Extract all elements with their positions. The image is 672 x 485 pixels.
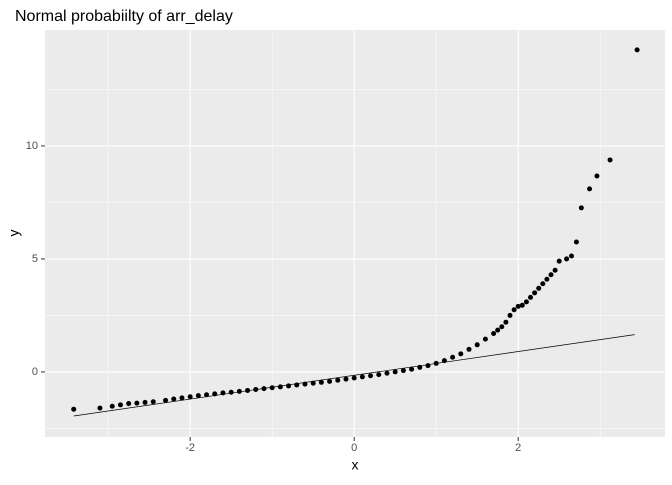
point (515, 303, 521, 309)
x-axis-label: x (352, 457, 359, 473)
point (187, 394, 193, 400)
point (327, 378, 333, 384)
point (474, 342, 480, 348)
point (310, 380, 316, 386)
point (376, 372, 382, 378)
point (335, 377, 341, 383)
y-tick-label: 0 (32, 366, 38, 378)
panel (45, 30, 665, 437)
point (409, 366, 415, 372)
point (150, 399, 156, 405)
point (495, 327, 501, 333)
y-axis-label: y (6, 230, 22, 237)
point (269, 385, 275, 391)
point (425, 363, 431, 369)
y-tick-label: 5 (32, 253, 38, 265)
point (569, 253, 575, 259)
point (536, 285, 542, 291)
point (228, 389, 234, 395)
point (179, 395, 185, 401)
point (573, 239, 579, 245)
reference-line (73, 334, 635, 417)
point (503, 319, 509, 325)
point (594, 173, 600, 179)
x-tick-label: 0 (351, 442, 357, 454)
point (384, 370, 390, 376)
point (540, 281, 546, 287)
point (204, 392, 210, 398)
point (544, 276, 550, 282)
point (117, 402, 123, 408)
chart-title: Normal probabiilty of arr_delay (15, 8, 233, 25)
point (634, 47, 640, 53)
point (318, 379, 324, 385)
y-tick-label: 10 (26, 140, 38, 152)
point (195, 393, 201, 399)
point (458, 351, 464, 357)
grid (45, 30, 665, 437)
point (343, 376, 349, 382)
point (482, 336, 488, 342)
point (400, 368, 406, 374)
point (97, 405, 103, 411)
point (507, 312, 513, 318)
point (564, 256, 570, 262)
point (368, 373, 374, 379)
point (71, 406, 77, 412)
point (466, 346, 472, 352)
point (109, 403, 115, 409)
point (277, 384, 283, 390)
point (491, 330, 497, 336)
point (519, 302, 525, 308)
point (587, 186, 593, 192)
point (286, 383, 292, 389)
point (607, 157, 613, 163)
point (450, 354, 456, 360)
point (163, 397, 169, 403)
point (142, 399, 148, 405)
point (126, 401, 132, 407)
point (392, 369, 398, 375)
point (499, 324, 505, 330)
point (578, 205, 584, 211)
point (532, 290, 538, 296)
point (359, 374, 365, 380)
point (511, 307, 517, 313)
marks (71, 47, 640, 417)
point (548, 272, 554, 278)
point (236, 388, 242, 394)
x-tick-label: -2 (185, 442, 195, 454)
x-tick-label: 2 (515, 442, 521, 454)
point (523, 299, 529, 305)
point (351, 375, 357, 381)
point (134, 400, 140, 406)
point (556, 258, 562, 264)
point (528, 294, 534, 300)
point (552, 267, 558, 273)
point (171, 396, 177, 402)
